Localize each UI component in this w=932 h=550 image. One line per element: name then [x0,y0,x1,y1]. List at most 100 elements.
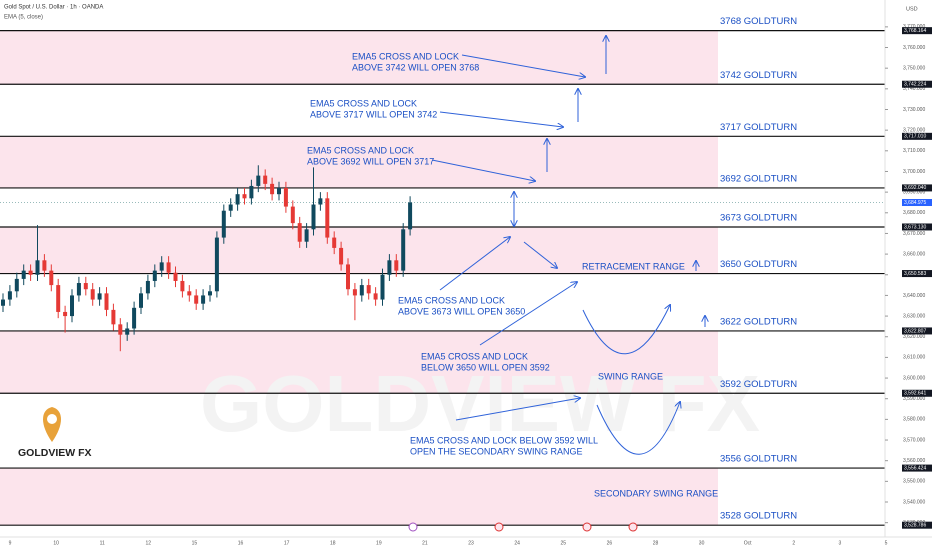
level-label: 3,717.010 [904,134,926,140]
x-tick-label: 28 [653,540,659,546]
candle-body [249,185,254,199]
annotation: ABOVE 3673 WILL OPEN 3650 [398,306,525,316]
level-box [902,223,932,231]
indicator-label: EMA (5, close) [4,15,43,21]
y-tick-label: 3,690.000 [903,189,925,195]
event-icons [408,522,638,532]
annotation: ABOVE 3692 WILL OPEN 3717 [307,156,434,166]
x-tick-label: Oct [744,540,752,546]
event-icon [582,522,592,532]
level-box [902,464,932,472]
candle-body [352,289,357,296]
candle-body [173,272,178,281]
candle-body [304,229,309,242]
x-tick-label: 5 [885,540,888,546]
candle-body [318,198,323,205]
candle-body [235,194,240,205]
level-box [902,184,932,192]
x-tick-label: 21 [422,540,428,546]
candle-body [49,270,54,286]
candle-body [228,204,233,211]
candle-body [132,307,137,329]
candle-body [187,291,192,296]
candle-body [42,260,47,271]
level-label: 3,742.224 [904,82,926,88]
candle-body [270,183,275,195]
level-box [902,389,932,397]
candle-body [277,187,281,195]
x-tick-label: 30 [699,540,705,546]
level-label: 3,673.130 [904,224,926,230]
candle-body [97,293,102,300]
candle-body [14,278,19,292]
y-tick-label: 3,660.000 [903,251,925,257]
x-tick-label: 17 [284,540,290,546]
level-name: 3692 GOLDTURN [720,173,797,184]
y-tick-label: 3,550.000 [903,479,925,485]
y-tick-label: 3,680.000 [903,210,925,216]
x-tick-label: 10 [53,540,59,546]
currency: USD [906,6,918,12]
candle-body [76,283,81,296]
y-tick-label: 3,760.000 [903,45,925,51]
candle-body [83,283,88,290]
y-tick-label: 3,560.000 [903,458,925,464]
symbol-title: Gold Spot / U.S. Dollar · 1h · OANDA [4,5,103,11]
annotation: EMA5 CROSS AND LOCK [352,51,459,61]
candle-body [401,229,406,271]
candle-body [380,274,385,300]
annotation: OPEN THE SECONDARY SWING RANGE [410,446,583,456]
candle-body [118,324,123,335]
price-axis [885,0,932,537]
level-name: 3768 GOLDTURN [720,16,797,27]
level-box [902,270,932,278]
y-tick-label: 3,570.000 [903,437,925,443]
watermark: GOLDVIEW FX [200,359,760,448]
candle-body [263,175,268,184]
level-box [902,27,932,35]
y-tick-label: 3,670.000 [903,231,925,237]
candle-body [180,280,185,292]
annotation: EMA5 CROSS AND LOCK [421,351,528,361]
y-tick-label: 3,600.000 [903,375,925,381]
y-tick-label: 3,730.000 [903,107,925,113]
candle-body [35,260,40,275]
x-tick-label: 24 [514,540,520,546]
arrows [431,36,705,455]
x-tick-label: 16 [238,540,244,546]
candle-body [366,285,371,294]
annotation: RETRACEMENT RANGE [582,261,685,271]
candle-body [28,270,33,275]
annotation: EMA5 CROSS AND LOCK [307,145,414,155]
candle-body [166,262,171,273]
candle-body [139,293,143,308]
candle-body [311,204,316,230]
y-tick-label: 3,720.000 [903,127,925,133]
x-tick-label: 11 [100,540,105,546]
level-name: 3622 GOLDTURN [720,316,797,327]
level-name: 3528 GOLDTURN [720,511,797,522]
level-name: 3556 GOLDTURN [720,454,797,465]
y-tick-label: 3,580.000 [903,417,925,423]
level-label: 3,768.164 [904,28,926,34]
candle-body [1,299,5,306]
candle-body [332,237,337,248]
logo-text: GOLDVIEW FX [18,447,92,459]
level-name: 3742 GOLDTURN [720,70,797,81]
logo: GOLDVIEW FX [18,407,92,459]
x-tick-label: 18 [330,540,336,546]
level-name: 3717 GOLDTURN [720,122,797,133]
candle-body [297,223,302,242]
zone [0,30,718,85]
last-price-box [902,199,932,207]
candle-body [373,293,378,300]
x-tick-label: 25 [560,540,566,546]
candle-body [325,198,330,238]
event-icon [494,522,504,532]
annotation: SECONDARY SWING RANGE [594,488,718,498]
annotation: ABOVE 3717 WILL OPEN 3742 [310,109,437,119]
logo-pin [43,407,61,442]
level-label: 3,650.583 [904,271,926,277]
x-tick-label: 23 [468,540,474,546]
annotation: ABOVE 3742 WILL OPEN 3768 [352,62,479,72]
